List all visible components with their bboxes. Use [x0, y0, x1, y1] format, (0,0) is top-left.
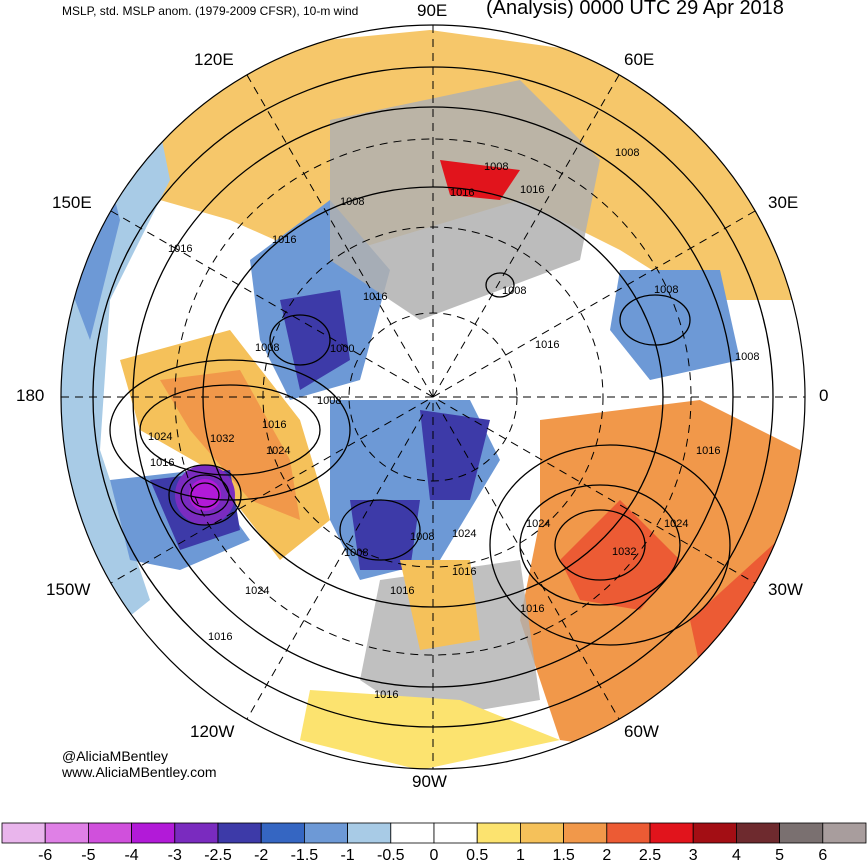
lon-label-30e: 30E [768, 193, 799, 212]
lon-label-60w: 60W [624, 722, 659, 741]
isobar-label: 1016 [272, 234, 296, 246]
colorbar-tick-label: -2 [254, 847, 269, 864]
colorbar-tick-label: -1.5 [290, 847, 319, 864]
isobar-label: 1016 [168, 243, 192, 255]
colorbar-swatch [692, 822, 737, 844]
colorbar-tick-label: 2 [602, 847, 612, 864]
colorbar-tick-label: 3 [688, 847, 698, 864]
lon-label-180: 180 [16, 386, 45, 405]
isobar-label: 1008 [410, 531, 434, 543]
isobar-label: 1016 [520, 603, 544, 615]
graticule [61, 25, 805, 769]
colorbar-swatch [476, 822, 521, 844]
colorbar-swatch [649, 822, 694, 844]
colorbar-tick-label: -6 [38, 847, 53, 864]
colorbar-swatch [390, 822, 435, 844]
colorbar-tick-label: -2.5 [204, 847, 232, 864]
isobar-label: 1024 [664, 518, 688, 530]
colorbar-tick-label: 1.5 [552, 847, 575, 864]
isobar-label: 1008 [654, 284, 678, 296]
lon-label-90e: 90E [417, 1, 448, 20]
isobar-label: 1016 [535, 339, 559, 351]
colorbar-tick-label: -1 [340, 847, 355, 864]
lon-label-150w: 150W [46, 580, 91, 599]
colorbar-swatch [433, 822, 478, 844]
lon-label-120e: 120E [194, 50, 234, 69]
isobar-label: 1008 [484, 161, 508, 173]
colorbar-swatch [303, 822, 348, 844]
isobar-label: 1016 [452, 566, 476, 578]
isobar-label: 1008 [344, 547, 368, 559]
isobar-label: 1016 [150, 457, 174, 469]
colorbar-swatch [779, 822, 824, 844]
isobar-label: 1024 [526, 518, 550, 530]
colorbar-swatch [217, 822, 262, 844]
colorbar-swatch [347, 822, 392, 844]
isobar-label: 1016 [262, 419, 286, 431]
colorbar-tick-label: 5 [775, 847, 785, 864]
isobar-label: 1008 [502, 285, 526, 297]
colorbar-swatch [606, 822, 651, 844]
lon-label-90w: 90W [412, 772, 447, 791]
isobar-label: 1016 [696, 445, 720, 457]
anomaly-fill [61, 30, 805, 769]
colorbar-tick-label: -4 [124, 847, 139, 864]
isobar-label: 1016 [520, 184, 544, 196]
lon-label-30w: 30W [768, 580, 803, 599]
isobar-label: 1008 [340, 196, 364, 208]
colorbar-tick-label: -5 [81, 847, 96, 864]
colorbar-tick-label: -0.5 [377, 847, 405, 864]
isobar-label: 1024 [452, 528, 476, 540]
isobar-label: 1016 [374, 689, 398, 701]
lon-label-150e: 150E [52, 193, 92, 212]
colorbar-swatch [131, 822, 176, 844]
colorbar-swatch [736, 822, 781, 844]
isobar-label: 1000 [330, 343, 354, 355]
credit-handle: @AliciaMBentley [62, 748, 169, 764]
lon-label-60e: 60E [624, 50, 655, 69]
lon-label-0: 0 [819, 386, 829, 405]
isobar-label: 1016 [363, 291, 387, 303]
isobar-label: 1024 [266, 445, 290, 457]
colorbar-swatch [520, 822, 565, 844]
colorbar-swatch [260, 822, 305, 844]
isobar-label: 1016 [450, 187, 474, 199]
credit-site: www.AliciaMBentley.com [62, 764, 217, 780]
colorbar-tick-label: 1 [515, 847, 525, 864]
isobar-label: 1008 [735, 351, 759, 363]
colorbar-swatch [44, 822, 89, 844]
colorbar-swatch [563, 822, 608, 844]
map-subtitle: MSLP, std. MSLP anom. (1979-2009 CFSR), … [62, 4, 359, 18]
colorbar-tick-label: 6 [818, 847, 828, 864]
isobar-label: 1024 [148, 431, 172, 443]
isobar-label: 1008 [615, 147, 639, 159]
lon-label-120w: 120W [190, 722, 235, 741]
colorbar-tick-label: 2.5 [638, 847, 662, 864]
isobar-label: 1032 [210, 433, 234, 445]
colorbar-tick-label: 0 [429, 847, 439, 864]
colorbar-tick-label: 0.5 [466, 847, 489, 864]
colorbar-swatch [88, 822, 133, 844]
isobar-label: 1032 [612, 546, 636, 558]
isobar-label: 1008 [255, 342, 279, 354]
map-title: (Analysis) 0000 UTC 29 Apr 2018 [486, 0, 784, 19]
colorbar-swatch [822, 822, 867, 844]
isobar-label: 1016 [390, 585, 414, 597]
isobar-label: 1016 [208, 631, 232, 643]
isobar-label: 1024 [245, 585, 269, 597]
colorbar-tick-label: -3 [167, 847, 182, 864]
colorbar [1, 822, 867, 844]
colorbar-swatch [174, 822, 219, 844]
isobar-label: 1008 [317, 395, 341, 407]
colorbar-tick-label: 4 [731, 847, 741, 864]
colorbar-swatch [1, 822, 46, 844]
